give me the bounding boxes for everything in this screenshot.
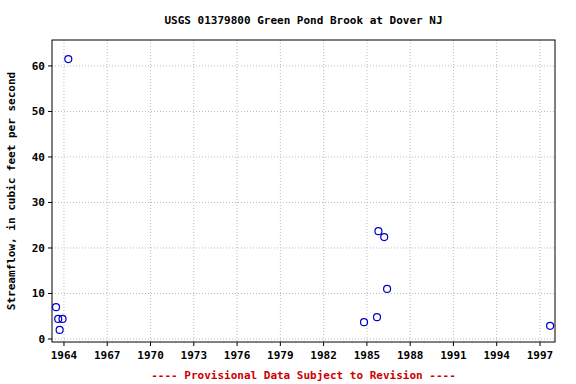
y-tick-label: 0: [38, 333, 45, 346]
x-grid: [453, 40, 454, 342]
x-tick: [193, 342, 194, 346]
x-grid: [280, 40, 281, 342]
x-grid: [539, 40, 540, 342]
x-tick: [150, 342, 151, 346]
y-label: Streamflow, in cubic feet per second: [5, 72, 18, 310]
x-grid: [150, 40, 151, 342]
x-grid: [193, 40, 194, 342]
y-grid: [52, 65, 555, 66]
x-tick: [496, 342, 497, 346]
point: [65, 56, 72, 63]
x-tick-label: 1982: [310, 349, 337, 362]
y-tick-label: 60: [32, 60, 45, 73]
point: [361, 319, 368, 326]
point: [56, 326, 63, 333]
y-tick-label: 40: [32, 151, 45, 164]
y-grid: [52, 338, 555, 339]
y-tick-label: 30: [32, 196, 45, 209]
point: [547, 322, 554, 329]
x-tick: [323, 342, 324, 346]
x-tick-label: 1973: [181, 349, 208, 362]
x-tick-label: 1997: [527, 349, 554, 362]
title: USGS 01379800 Green Pond Brook at Dover …: [164, 14, 442, 27]
point: [384, 285, 391, 292]
x-grid: [107, 40, 108, 342]
x-tick: [280, 342, 281, 346]
x-grid: [366, 40, 367, 342]
x-tick-label: 1991: [440, 349, 467, 362]
point: [53, 304, 60, 311]
y-tick-label: 50: [32, 105, 45, 118]
chart: 1964 1967 1970 1973 1976 1979 1982 1985 1988 1991…: [0, 0, 576, 384]
footer: ---- Provisional Data Subject to Revisio…: [151, 369, 456, 382]
y-tick-label: 20: [32, 242, 45, 255]
point: [373, 314, 380, 321]
x-tick: [366, 342, 367, 346]
y-grid: [52, 111, 555, 112]
x-tick: [107, 342, 108, 346]
y-tick: [48, 111, 52, 112]
points: [53, 56, 554, 334]
x-grid: [237, 40, 238, 342]
x-tick: [410, 342, 411, 346]
x-tick: [237, 342, 238, 346]
x-tick-label: 1970: [137, 349, 164, 362]
x-tick-label: 1994: [483, 349, 510, 362]
frame: [52, 40, 555, 342]
y-tick: [48, 65, 52, 66]
y-tick: [48, 156, 52, 157]
point: [381, 234, 388, 241]
point: [59, 315, 66, 322]
y-tick-label: 10: [32, 287, 45, 300]
y-tick: [48, 338, 52, 339]
x-grid: [323, 40, 324, 342]
x-tick: [63, 342, 64, 346]
point: [375, 228, 382, 235]
y-grid: [52, 247, 555, 248]
y-tick: [48, 202, 52, 203]
x-tick-label: 1979: [267, 349, 294, 362]
x-tick-label: 1976: [224, 349, 251, 362]
y-grid: [52, 202, 555, 203]
x-grid: [63, 40, 64, 342]
x-tick-label: 1964: [51, 349, 78, 362]
x-tick-label: 1967: [94, 349, 121, 362]
x-tick: [539, 342, 540, 346]
y-tick: [48, 247, 52, 248]
x-tick-label: 1985: [354, 349, 381, 362]
y-tick: [48, 293, 52, 294]
x-tick-label: 1988: [397, 349, 424, 362]
x-tick: [453, 342, 454, 346]
y-grid: [52, 293, 555, 294]
x-grid: [410, 40, 411, 342]
x-grid: [496, 40, 497, 342]
y-grid: [52, 156, 555, 157]
